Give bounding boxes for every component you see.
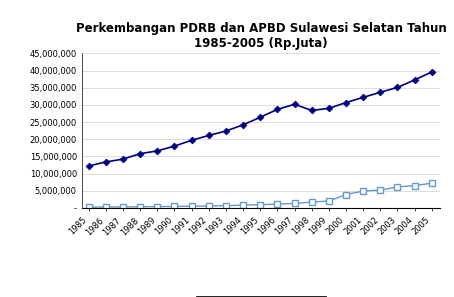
APBD: [275, 202, 280, 206]
PDRBHK: [292, 102, 297, 106]
Line: PDRBHK: PDRBHK: [86, 69, 434, 168]
APBD: [412, 184, 417, 187]
APBD: [86, 206, 91, 209]
APBD: [429, 181, 434, 185]
PDRBHK: [154, 149, 160, 153]
APBD: [292, 202, 297, 205]
PDRBHK: [326, 107, 331, 110]
PDRBHK: [378, 91, 383, 94]
APBD: [172, 205, 177, 208]
PDRBHK: [206, 134, 212, 137]
APBD: [240, 203, 246, 207]
Title: Perkembangan PDRB dan APBD Sulawesi Selatan Tahun
1985-2005 (Rp.Juta): Perkembangan PDRB dan APBD Sulawesi Sela…: [76, 21, 446, 50]
APBD: [206, 204, 212, 208]
PDRBHK: [275, 108, 280, 111]
Legend: PDRBHK, APBD: PDRBHK, APBD: [196, 296, 326, 297]
APBD: [154, 205, 160, 208]
PDRBHK: [189, 138, 194, 142]
APBD: [309, 200, 315, 204]
PDRBHK: [86, 164, 91, 168]
APBD: [395, 185, 400, 189]
PDRBHK: [429, 70, 434, 74]
APBD: [138, 205, 143, 208]
APBD: [326, 199, 331, 203]
APBD: [103, 205, 109, 209]
APBD: [360, 189, 366, 193]
PDRBHK: [343, 101, 349, 104]
APBD: [120, 205, 126, 209]
PDRBHK: [223, 129, 229, 133]
PDRBHK: [120, 157, 126, 161]
PDRBHK: [257, 116, 263, 119]
PDRBHK: [395, 86, 400, 89]
APBD: [257, 203, 263, 206]
PDRBHK: [138, 152, 143, 155]
APBD: [378, 188, 383, 192]
APBD: [189, 204, 194, 208]
Line: APBD: APBD: [86, 180, 434, 210]
PDRBHK: [240, 123, 246, 127]
APBD: [223, 204, 229, 207]
PDRBHK: [309, 109, 315, 112]
PDRBHK: [412, 78, 417, 82]
PDRBHK: [172, 144, 177, 148]
APBD: [343, 193, 349, 196]
PDRBHK: [103, 160, 109, 164]
PDRBHK: [360, 96, 366, 99]
